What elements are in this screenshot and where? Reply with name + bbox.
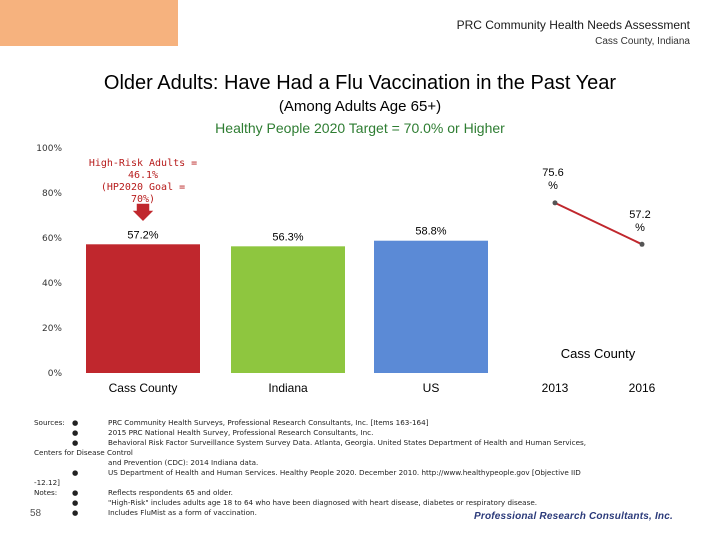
annotation-line: 46.1% [128,170,158,181]
note-item: Reflects respondents 65 and older. [108,488,233,497]
trend-point [552,200,558,206]
y-tick-label: 80% [42,189,62,199]
bar [374,240,488,373]
y-axis: 0% 20% 40% 60% 80% 100% [36,144,62,379]
source-item: Behavioral Risk Factor Surveillance Syst… [108,438,587,447]
bars-group: 57.2% Cass County 56.3% Indiana 58.8% US [86,226,488,395]
trend-line [554,201,643,246]
note-item: "High-Risk" includes adults age 18 to 64… [108,498,538,507]
bullet: ● [72,508,79,517]
source-item: US Department of Health and Human Servic… [108,468,581,477]
prc-footer-logo: Professional Research Consultants, Inc. [474,511,673,522]
hp2020-target: Healthy People 2020 Target = 70.0% or Hi… [215,120,505,136]
sources-label: Sources: [34,418,65,427]
bullet: ● [72,428,79,437]
trend-value-label: 57.2 [629,209,650,221]
category-label: Cass County [109,381,178,395]
category-label: US [423,381,440,395]
y-tick-label: 20% [42,324,62,334]
source-item: and Prevention (CDC): 2014 Indiana data. [108,458,259,467]
bar-value-label: 58.8% [415,226,446,238]
annotation-line: 70%) [131,194,155,205]
bar [86,244,200,373]
report-title: PRC Community Health Needs Assessment [456,18,690,32]
bar-value-label: 56.3% [272,231,303,243]
annotation-line: (HP2020 Goal = [101,182,185,193]
annotation-line: High-Risk Adults = [89,158,197,169]
down-arrow-icon [129,202,157,224]
bullet: ● [72,438,79,447]
y-tick-label: 100% [36,144,62,154]
trend-value-label: 75.6 [542,167,563,179]
bullet: ● [72,418,79,427]
high-risk-annotation: High-Risk Adults =46.1%(HP2020 Goal =70%… [89,158,197,224]
source-item: -12.12] [34,478,60,487]
bullet: ● [72,468,79,477]
bar [231,246,345,373]
flu-vaccination-chart: 0% 20% 40% 60% 80% 100% 57.2% Cass County 56.3%… [36,144,656,395]
bullet: ● [72,488,79,497]
trend-value-label: % [635,222,645,234]
note-item: Includes FluMist as a form of vaccinatio… [108,508,257,517]
logo-block [0,0,178,46]
source-item: PRC Community Health Surveys, Profession… [108,418,429,427]
y-tick-label: 0% [48,369,63,379]
page-number: 58 [30,508,42,519]
y-tick-label: 40% [42,279,62,289]
bar-value-label: 57.2% [127,229,158,241]
trend-x-label: 2013 [542,381,569,395]
trend-value-label: % [548,180,558,192]
category-label: Indiana [268,381,308,395]
trend-x-label: 2016 [629,381,656,395]
source-item: Centers for Disease Control [34,448,133,457]
bullet: ● [72,498,79,507]
report-location: Cass County, Indiana [595,36,690,47]
slide-title: Older Adults: Have Had a Flu Vaccination… [103,72,617,94]
y-tick-label: 60% [42,234,62,244]
slide-subtitle: (Among Adults Age 65+) [278,98,442,115]
trend-point [639,241,645,247]
notes-label: Notes: [34,488,58,497]
source-item: 2015 PRC National Health Survey, Profess… [108,428,374,437]
trend-series-label: Cass County [561,346,636,361]
